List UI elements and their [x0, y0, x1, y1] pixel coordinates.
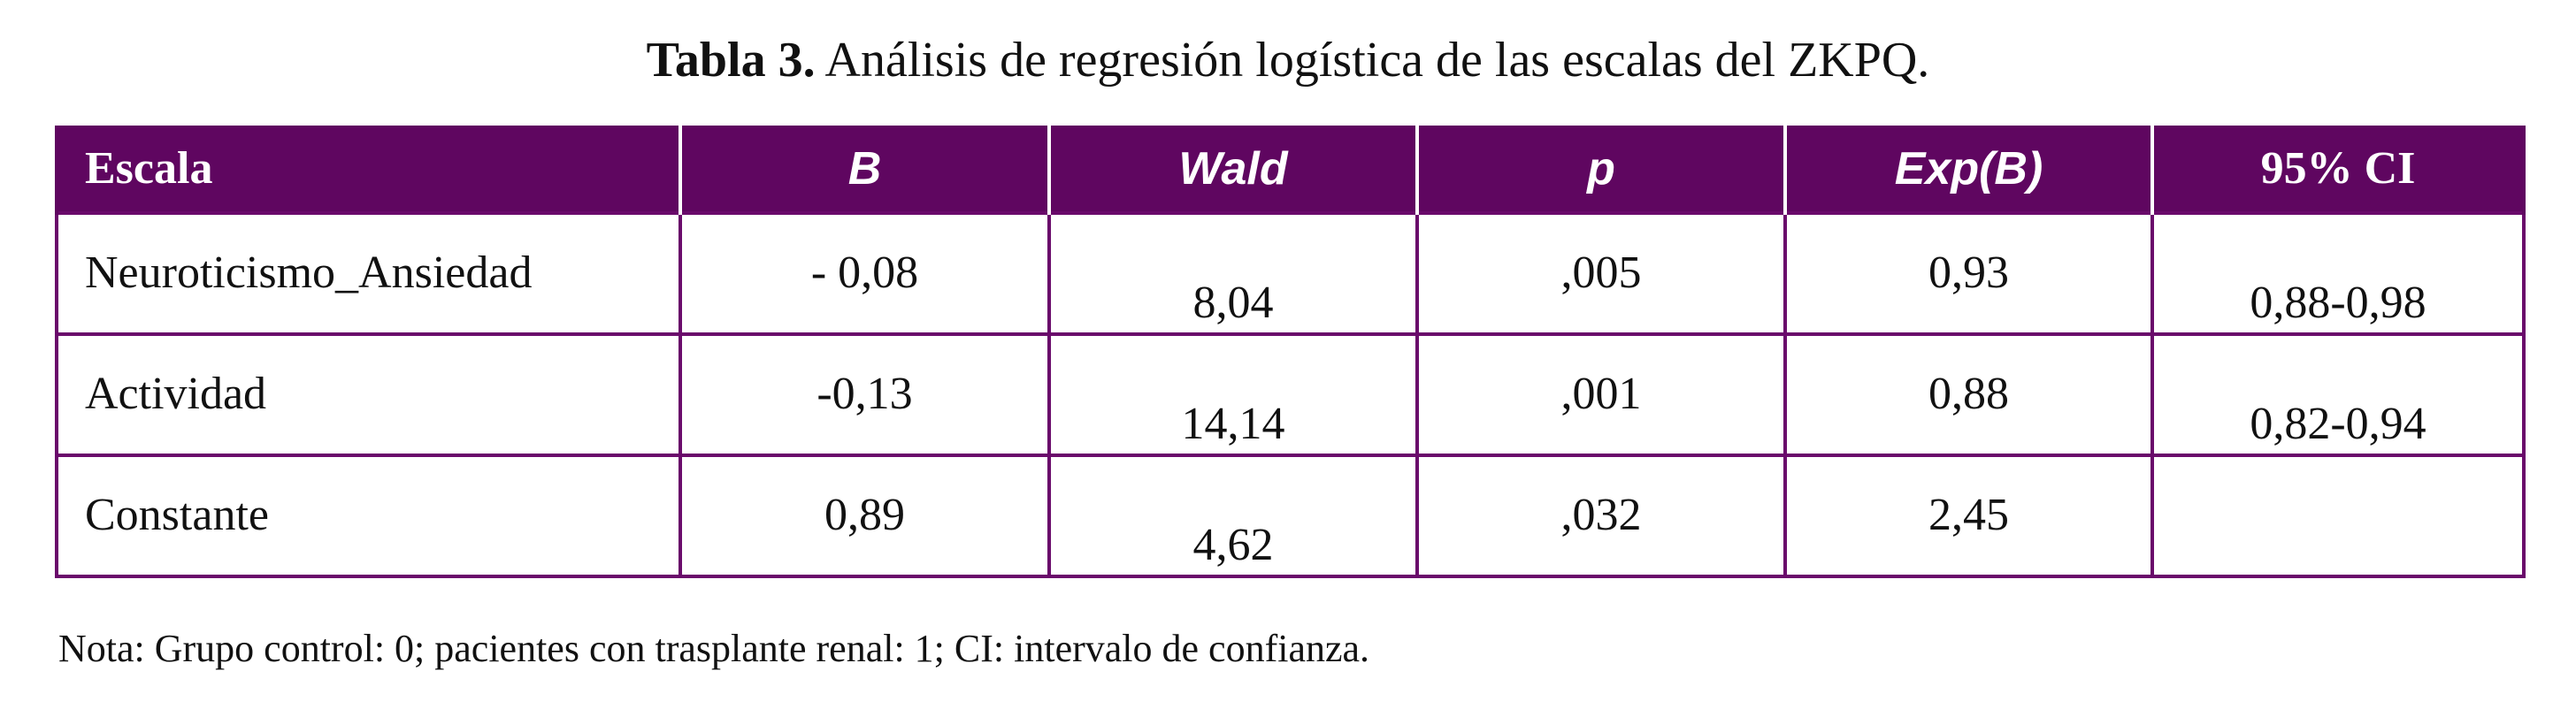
note: Nota: Grupo control: 0; pacientes con tr…: [58, 627, 1370, 670]
table-cell: [2150, 454, 2526, 578]
table-cell: 0,82-0,94: [2150, 332, 2526, 457]
header-cell: B: [678, 126, 1051, 213]
table-cell: -0,13: [678, 332, 1051, 457]
table-cell: 8,04: [1047, 211, 1419, 336]
table-cell: 14,14: [1047, 332, 1419, 457]
table-cell: ,001: [1415, 332, 1787, 457]
header-row: Escala B Wald p Exp(B) 95% CI: [55, 126, 2526, 213]
table-cell: - 0,08: [678, 211, 1051, 336]
table-cell: 0,88: [1783, 332, 2154, 457]
header-cell: p: [1415, 126, 1787, 213]
table: Escala B Wald p Exp(B) 95% CI Neuroticismo_An…: [55, 126, 2526, 578]
header-cell: Exp(B): [1783, 126, 2154, 213]
table-cell: 2,45: [1783, 454, 2154, 578]
table-cell: 4,62: [1047, 454, 1419, 578]
table-cell: 0,93: [1783, 211, 2154, 336]
table-row: Actividad -0,13 14,14,001 0,88 0,82-0,94: [55, 332, 2526, 457]
table-cell: 0,89: [678, 454, 1051, 578]
table-cell: Neuroticismo_Ansiedad: [55, 211, 682, 336]
table-cell: ,005: [1415, 211, 1787, 336]
table-cell: ,032: [1415, 454, 1787, 578]
caption-label: Tabla 3.: [646, 33, 816, 88]
header-cell: Escala: [55, 126, 682, 213]
table-cell: Constante: [55, 454, 682, 578]
table-row: Neuroticismo_Ansiedad - 0,08 8,04,005 0,93 0…: [55, 211, 2526, 336]
table-body: Neuroticismo_Ansiedad - 0,08 8,04,005 0,93 0…: [55, 211, 2526, 578]
header-cell: Wald: [1047, 126, 1419, 213]
caption-text: Análisis de regresión logística de las e…: [824, 33, 1930, 88]
table-cell: Actividad: [55, 332, 682, 457]
table-row: Constante 0,89 4,62,032 2,45: [55, 454, 2526, 578]
header-cell: 95% CI: [2150, 126, 2526, 213]
caption: Tabla 3. Análisis de regresión logística…: [0, 32, 2576, 88]
table-cell: 0,88-0,98: [2150, 211, 2526, 336]
